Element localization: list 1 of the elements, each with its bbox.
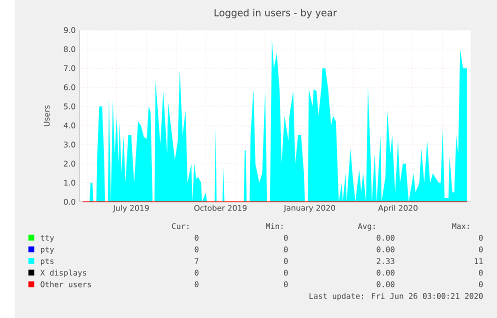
chart-title: Logged in users - by year <box>214 8 337 18</box>
